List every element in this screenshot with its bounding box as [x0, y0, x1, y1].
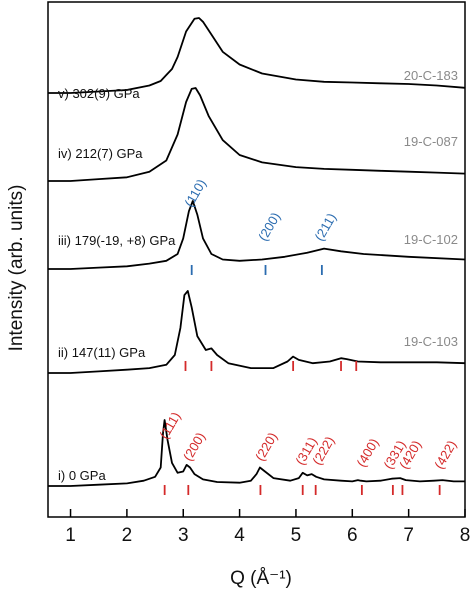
trace-v-302-9-gpa [48, 17, 466, 94]
x-axis-title: Q (Å⁻¹) [230, 568, 292, 589]
x-tick-label-5: 5 [291, 525, 302, 546]
x-tick-label-7: 7 [403, 525, 414, 546]
trace-label-iv-212-7-gpa: iv) 212(7) GPa [58, 146, 143, 161]
hkl-label-i-0-gpa-200: (200) [180, 430, 208, 464]
sample-id-19-c-087: 19-C-087 [404, 134, 458, 149]
x-tick-label-8: 8 [460, 525, 471, 546]
sample-id-20-c-183: 20-C-183 [404, 68, 458, 83]
hkl-label-i-0-gpa-111: (111) [156, 409, 183, 441]
x-tick-label-3: 3 [178, 525, 189, 546]
hkl-label-i-0-gpa-400: (400) [353, 436, 381, 470]
hkl-label-i-0-gpa-220: (220) [252, 430, 280, 464]
y-axis-title: Intensity (arb. units) [6, 185, 27, 352]
sample-id-19-c-103: 19-C-103 [404, 334, 458, 349]
x-tick-label-6: 6 [347, 525, 358, 546]
x-axis-ticks: 1 2 3 4 5 6 7 8 [65, 509, 470, 546]
trace-iv-212-7-gpa [48, 87, 466, 182]
x-tick-label-1: 1 [65, 525, 76, 546]
hkl-label-iii-179-19-8-gpa-200: (200) [255, 210, 283, 244]
x-tick-label-2: 2 [122, 525, 133, 546]
trace-iii-179-19-8-gpa [48, 200, 466, 270]
traces-group [48, 17, 466, 487]
labels-group: i) 0 GPa ii) 147(11) GPa 19-C-103 iii) 179(… [58, 68, 458, 483]
hkl-label-iii-179-19-8-gpa-211: (211) [311, 211, 339, 244]
trace-label-iii-179-19-8-gpa: iii) 179(-19, +8) GPa [58, 233, 176, 248]
trace-i-0-gpa [48, 419, 465, 487]
trace-ii-147-11-gpa [48, 290, 466, 374]
hkl-label-i-0-gpa-422: (422) [431, 438, 459, 472]
hkl-label-iii-179-19-8-gpa-110: (110) [181, 177, 209, 210]
trace-label-v-302-9-gpa: v) 302(9) GPa [58, 86, 140, 101]
sample-id-19-c-102: 19-C-102 [404, 232, 458, 247]
trace-label-i-0-gpa: i) 0 GPa [58, 468, 106, 483]
x-tick-label-4: 4 [234, 525, 245, 546]
trace-label-ii-147-11-gpa: ii) 147(11) GPa [58, 345, 146, 360]
